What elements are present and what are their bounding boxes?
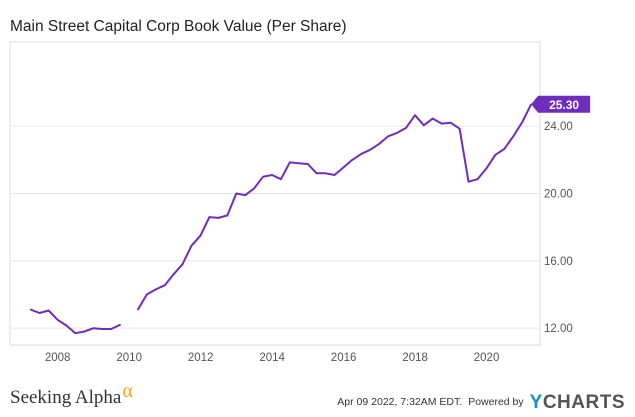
last-value-label: 25.30 xyxy=(549,98,579,112)
data-point xyxy=(181,263,184,266)
data-point xyxy=(351,159,354,161)
x-tick-label: 2014 xyxy=(259,352,285,364)
data-point xyxy=(235,192,238,195)
data-point xyxy=(423,124,425,127)
series-lines xyxy=(29,103,532,335)
x-tick-label: 2010 xyxy=(116,352,142,364)
data-point xyxy=(146,293,148,296)
last-value-flag: 25.30 xyxy=(531,95,591,113)
data-point xyxy=(119,324,121,326)
x-axis-tick-labels: 2008 2010 2012 2014 2016 2018 2020 xyxy=(45,352,500,364)
data-point xyxy=(92,327,95,330)
data-point xyxy=(441,122,443,125)
data-point xyxy=(29,308,32,311)
data-point xyxy=(83,330,86,333)
data-point xyxy=(324,172,327,175)
data-point xyxy=(289,161,291,164)
data-point xyxy=(458,127,461,130)
y-tick-label: 20.00 xyxy=(544,189,573,201)
footer-attribution: Apr 09 2022, 7:32AM EDT. Powered by YCHA… xyxy=(337,391,625,413)
data-point xyxy=(65,324,68,327)
ycharts-logo: YCHARTS xyxy=(530,392,625,414)
data-point xyxy=(253,187,255,190)
x-tick-label: 2016 xyxy=(331,352,357,364)
data-point xyxy=(333,174,336,176)
series-line xyxy=(30,308,121,335)
data-point xyxy=(307,163,309,165)
data-point xyxy=(155,288,157,291)
y-tick-label: 16.00 xyxy=(544,256,573,268)
data-point xyxy=(101,328,103,330)
data-point xyxy=(208,216,211,218)
data-point xyxy=(217,217,220,219)
powered-by-label: Powered by xyxy=(468,396,524,408)
data-point xyxy=(512,135,515,138)
data-point xyxy=(369,148,372,151)
data-point xyxy=(137,308,139,311)
ycharts-logo-y: Y xyxy=(529,392,543,413)
data-point xyxy=(521,121,524,123)
data-point xyxy=(226,214,229,217)
data-point xyxy=(56,319,59,321)
data-point xyxy=(378,143,381,145)
data-point xyxy=(450,122,452,124)
y-tick-label: 24.00 xyxy=(544,121,573,133)
data-point xyxy=(74,332,77,335)
data-point xyxy=(47,309,50,312)
data-point xyxy=(414,114,416,116)
alpha-mark: α xyxy=(122,380,133,402)
data-point xyxy=(262,175,264,178)
timestamp: Apr 09 2022, 7:32AM EDT. xyxy=(337,396,463,408)
data-point xyxy=(164,284,166,287)
data-point xyxy=(199,234,202,237)
data-point xyxy=(298,162,300,164)
data-point xyxy=(280,178,282,180)
grid-lines xyxy=(10,125,540,329)
data-point xyxy=(494,154,497,156)
data-point xyxy=(342,166,345,169)
data-point xyxy=(387,135,389,138)
data-point xyxy=(396,132,398,134)
series-line xyxy=(137,103,532,311)
data-point xyxy=(38,312,41,314)
data-point xyxy=(360,153,363,155)
data-point xyxy=(315,172,318,175)
data-point xyxy=(405,127,407,129)
x-tick-label: 2020 xyxy=(474,352,500,364)
y-tick-label: 12.00 xyxy=(544,323,573,335)
brand-name: Seeking Alpha xyxy=(10,387,122,408)
ycharts-logo-text: CHARTS xyxy=(542,392,625,413)
data-point xyxy=(190,244,193,247)
x-tick-label: 2012 xyxy=(188,352,214,364)
last-value-badge xyxy=(531,95,591,113)
data-point xyxy=(431,117,434,120)
data-point xyxy=(244,194,246,196)
chart-title: Main Street Capital Corp Book Value (Per… xyxy=(10,18,347,35)
data-point xyxy=(271,174,273,176)
y-axis-tick-labels: 12.00 16.00 20.00 24.00 xyxy=(544,121,573,335)
x-tick-label: 2018 xyxy=(402,352,428,364)
data-point xyxy=(467,180,470,183)
data-point xyxy=(503,148,506,150)
data-point xyxy=(485,167,488,170)
x-tick-label: 2008 xyxy=(45,352,71,364)
data-point xyxy=(110,328,112,330)
seeking-alpha-logo: Seeking Alphaα xyxy=(10,380,133,409)
data-point xyxy=(172,273,175,276)
data-point xyxy=(476,178,479,180)
